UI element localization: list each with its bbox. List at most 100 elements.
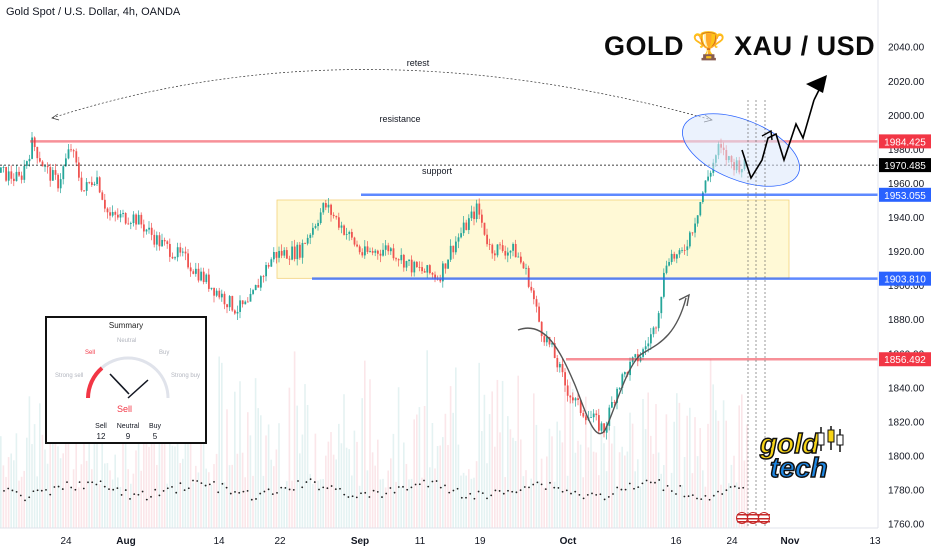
candle-body bbox=[382, 249, 384, 256]
candle-body bbox=[218, 290, 221, 298]
candle-body bbox=[668, 262, 670, 266]
oscillator-dot bbox=[154, 488, 157, 491]
candle-body bbox=[80, 177, 83, 191]
candle-body bbox=[70, 149, 72, 151]
candle-body bbox=[585, 416, 587, 421]
volume-bar bbox=[296, 405, 298, 528]
volume-bar bbox=[559, 430, 561, 528]
price-label-low-resistance: 1856.492 bbox=[884, 355, 926, 366]
volume-bar bbox=[548, 428, 551, 528]
candle-body bbox=[340, 225, 343, 228]
oscillator-dot bbox=[502, 492, 505, 495]
candle-body bbox=[652, 327, 655, 335]
volume-bar bbox=[319, 479, 322, 528]
volume-bar bbox=[330, 432, 332, 528]
candle-body bbox=[135, 214, 137, 225]
volume-bar bbox=[423, 405, 426, 528]
summary-title: Summary bbox=[108, 321, 144, 330]
candle-body bbox=[314, 226, 317, 228]
volume-bar bbox=[678, 402, 681, 528]
volume-bar bbox=[260, 415, 262, 528]
volume-bar bbox=[551, 436, 553, 528]
volume-bar bbox=[673, 421, 675, 528]
candle-body bbox=[431, 273, 434, 275]
volume-bar bbox=[174, 446, 176, 528]
oscillator-dot bbox=[477, 490, 480, 493]
candle-body bbox=[345, 234, 348, 235]
oscillator-dot bbox=[456, 487, 459, 490]
candle-body bbox=[491, 244, 494, 254]
volume-bar bbox=[717, 420, 720, 528]
candle-body bbox=[210, 287, 213, 289]
volume-bar bbox=[733, 455, 735, 528]
volume-bar bbox=[637, 459, 639, 528]
volume-bar bbox=[226, 409, 228, 528]
volume-bar bbox=[608, 418, 610, 528]
candle-body bbox=[650, 334, 652, 344]
oscillator-dot bbox=[612, 493, 614, 495]
candle-body bbox=[514, 243, 517, 258]
candle-body bbox=[413, 261, 416, 273]
candle-body bbox=[236, 311, 239, 314]
oscillator-dot bbox=[540, 483, 543, 486]
candle-body bbox=[31, 137, 33, 159]
oscillator-dot bbox=[45, 488, 47, 491]
oscillator-dot bbox=[469, 492, 472, 495]
oscillator-dot bbox=[418, 483, 421, 486]
candle-body bbox=[124, 212, 127, 224]
candle-body bbox=[312, 227, 314, 235]
volume-bar bbox=[338, 423, 340, 528]
oscillator-dot bbox=[49, 493, 52, 496]
candle-body bbox=[254, 284, 257, 291]
candle-body bbox=[88, 182, 91, 183]
candle-body bbox=[507, 252, 509, 256]
oscillator-dot bbox=[423, 479, 425, 482]
volume-bar bbox=[26, 437, 28, 528]
candle-body bbox=[686, 246, 689, 251]
volume-bar bbox=[390, 458, 392, 528]
candle-body bbox=[197, 268, 200, 281]
label-strong-buy: Strong buy bbox=[171, 373, 201, 379]
oscillator-dot bbox=[372, 489, 375, 492]
volume-bar bbox=[75, 433, 77, 528]
oscillator-dot bbox=[141, 490, 144, 493]
oscillator-dot bbox=[112, 488, 115, 491]
candle-body bbox=[200, 271, 202, 281]
candle-body bbox=[132, 214, 135, 224]
volume-bar bbox=[488, 414, 491, 528]
volume-bar bbox=[70, 486, 72, 528]
volume-bar bbox=[122, 428, 124, 528]
oscillator-dot bbox=[24, 499, 26, 502]
candle-body bbox=[527, 267, 530, 287]
volume-bar bbox=[618, 452, 621, 528]
candle-body bbox=[44, 166, 46, 167]
candle-body bbox=[192, 271, 195, 274]
candle-body bbox=[377, 250, 379, 254]
volume-bar bbox=[195, 465, 197, 528]
candle-body bbox=[46, 166, 49, 168]
volume-bar bbox=[348, 449, 350, 528]
volume-bar bbox=[54, 442, 57, 528]
volume-bar bbox=[96, 436, 98, 528]
volume-bar bbox=[312, 483, 314, 528]
candle-body bbox=[299, 244, 301, 258]
volume-bar bbox=[28, 396, 31, 528]
candle-body bbox=[234, 310, 236, 314]
candle-body bbox=[400, 254, 403, 261]
volume-bar bbox=[520, 439, 522, 528]
volume-bar bbox=[208, 472, 210, 528]
candle-body bbox=[364, 246, 366, 256]
candle-body bbox=[475, 203, 478, 220]
candle-body bbox=[179, 247, 182, 253]
candle-body bbox=[174, 257, 176, 259]
oscillator-dot bbox=[486, 497, 488, 500]
candle-body bbox=[442, 263, 444, 282]
oscillator-dot bbox=[460, 496, 463, 499]
oscillator-dot bbox=[675, 493, 677, 495]
volume-bar bbox=[67, 402, 70, 528]
volume-bar bbox=[249, 435, 252, 528]
candle-body bbox=[405, 261, 408, 268]
candle-body bbox=[114, 211, 117, 215]
candle-body bbox=[163, 239, 166, 242]
